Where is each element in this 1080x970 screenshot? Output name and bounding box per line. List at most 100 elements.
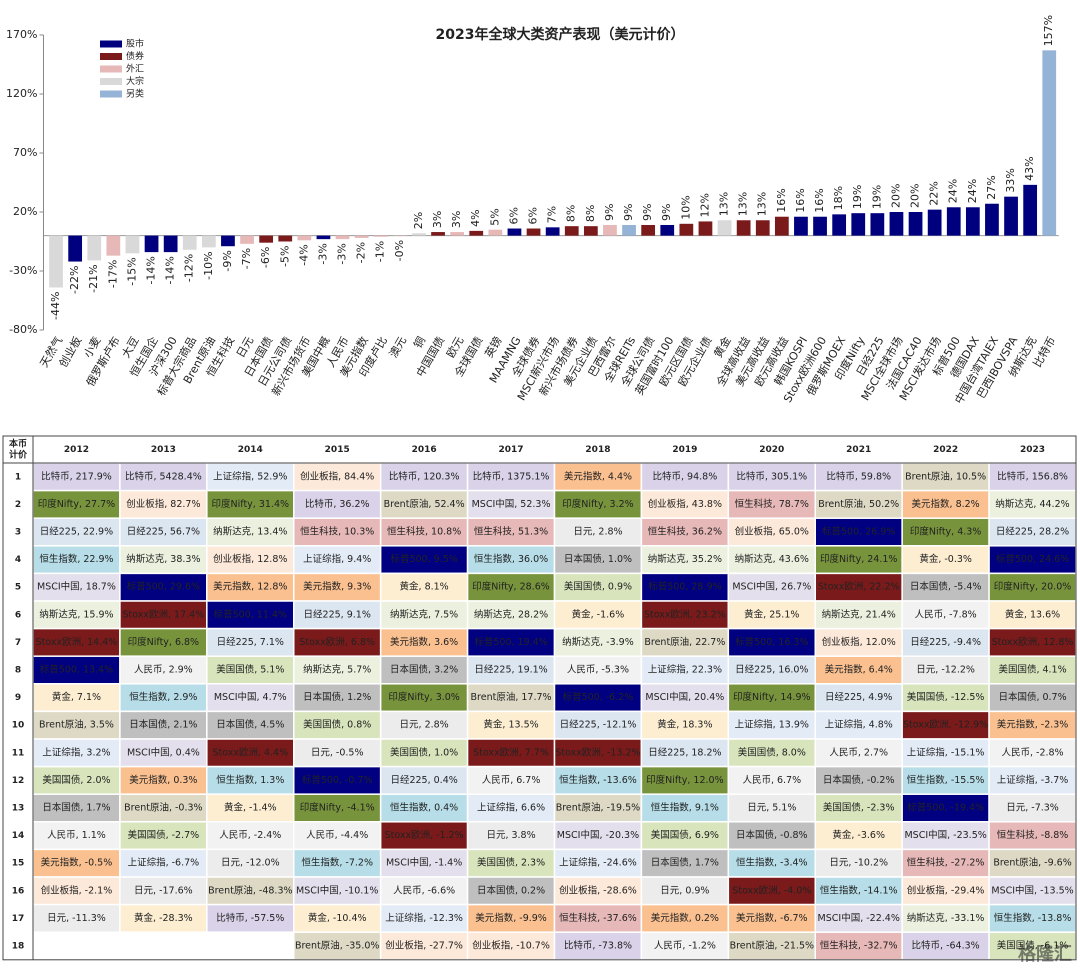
table-cell: [206, 572, 295, 602]
table-cell: [32, 876, 121, 906]
cell-text: 创业板指, -27.7%: [385, 940, 463, 952]
cell-text: MSCI中国, -10.1%: [296, 884, 378, 896]
table-cell: [119, 821, 208, 851]
cell-text: Brent原油, -0.3%: [124, 802, 202, 814]
table-cell: [901, 572, 990, 602]
value-label: -5%: [278, 246, 291, 267]
cell-text: Stoxx欧洲, 4.4%: [212, 746, 288, 758]
cell-text: 黄金, -3.6%: [832, 829, 885, 841]
cell-text: 日经225, 22.9%: [40, 526, 113, 538]
table-cell: [553, 517, 643, 547]
cell-text: 恒生科技, 51.3%: [474, 526, 548, 538]
column-header: 2017: [499, 445, 524, 455]
bar: [774, 216, 789, 236]
bar: [1004, 196, 1018, 236]
table-cell: [379, 821, 469, 851]
cell-text: 纳斯达克, 7.5%: [390, 608, 458, 620]
bar: [965, 207, 980, 236]
bar: [373, 235, 388, 237]
cell-text: 黄金, -1.6%: [572, 608, 625, 620]
value-label: 13%: [718, 192, 731, 216]
cell-text: 创业板指, -10.7%: [472, 940, 550, 952]
table-cell: [119, 931, 208, 961]
cell-text: 日元, -11.3%: [47, 913, 106, 924]
cell-text: 上证综指, 52.9%: [213, 470, 287, 482]
bar: [221, 235, 235, 247]
cell-text: 人民币, 6.7%: [482, 775, 541, 786]
cell-text: Stoxx欧洲, -1.2%: [385, 829, 464, 841]
cell-text: 纳斯达克, 13.4%: [213, 526, 287, 538]
cell-text: 美国国债, -12.5%: [907, 691, 985, 703]
cell-text: 标普500, 19.4%: [474, 636, 547, 648]
table-cell: [206, 876, 295, 906]
value-label: 16%: [813, 188, 826, 212]
table-cell: [640, 903, 730, 933]
table-cell: [814, 683, 903, 713]
table-cell: [727, 655, 816, 685]
table-cell: [119, 793, 208, 823]
table-cell: [379, 876, 469, 906]
value-label: -15%: [125, 257, 138, 285]
cell-text: 美国国债, 5.1%: [216, 664, 284, 676]
cell-text: 日经225, -9.4%: [910, 636, 981, 648]
bar: [297, 235, 312, 241]
table-cell: [32, 710, 121, 740]
bar: [927, 209, 942, 236]
cell-text: 印度Nifty, 20.0%: [994, 581, 1072, 593]
cell-text: 恒生指数, -13.8%: [994, 912, 1072, 924]
table-cell: [814, 821, 903, 851]
cell-text: 印度Nifty, 14.9%: [733, 691, 811, 703]
cell-text: 日本国债, 0.2%: [477, 884, 545, 896]
bar: [908, 212, 923, 236]
cell-text: 人民币, -4.4%: [306, 830, 368, 841]
cell-text: 日元, 5.1%: [747, 803, 796, 814]
table-cell: [379, 572, 469, 602]
cell-text: 恒生科技, -27.2%: [907, 857, 985, 869]
cell-text: 标普500, 13.4%: [40, 664, 113, 676]
cell-text: 日元, 2.8%: [400, 720, 449, 731]
value-label: 6%: [527, 207, 540, 224]
cell-text: 人民币, 2.9%: [134, 665, 193, 676]
legend-swatch: [100, 90, 122, 98]
cell-text: 黄金, 7.1%: [52, 691, 101, 703]
cell-text: Stoxx欧洲, -4.0%: [732, 884, 811, 896]
chart-title: 2023年全球大类资产表现（美元计价）: [436, 26, 685, 43]
cell-text: 日本国债, 3.2%: [390, 664, 458, 676]
cell-text: 人民币, -6.6%: [393, 885, 455, 896]
table-cell: [640, 489, 730, 519]
value-label: -1%: [374, 241, 387, 262]
cell-text: 印度Nifty, 3.0%: [388, 691, 459, 703]
bar: [354, 235, 369, 238]
bar: [450, 232, 465, 236]
y-tick-label: 20%: [13, 205, 37, 218]
bar: [412, 233, 426, 236]
rank-label: 5: [15, 583, 21, 593]
value-label: -6%: [259, 247, 272, 268]
table-cell: [640, 765, 730, 795]
cell-text: Brent原油, 10.5%: [905, 470, 986, 482]
cell-text: 黄金, 25.1%: [744, 608, 799, 620]
table-cell: [553, 903, 643, 933]
cell-text: 恒生指数, -15.5%: [907, 774, 985, 786]
column-header: 2023: [1020, 445, 1045, 455]
cell-text: 日经225, 9.1%: [304, 608, 371, 620]
legend-swatch: [100, 40, 122, 48]
column-header: 2022: [933, 445, 958, 455]
bar: [813, 216, 827, 236]
value-label: -9%: [221, 250, 234, 271]
bar: [469, 230, 484, 236]
legend-swatch: [100, 53, 122, 60]
table-header-bg: [3, 436, 1076, 463]
cell-text: 日元, -10.2%: [829, 858, 888, 869]
value-label: 5%: [488, 208, 501, 225]
cell-text: Stoxx欧洲, 22.2%: [818, 581, 900, 593]
cell-text: MSCI中国, -22.4%: [818, 912, 900, 924]
table-cell: [32, 931, 121, 961]
cell-text: 恒生指数, 0.4%: [390, 802, 458, 814]
table-cell: [206, 848, 295, 878]
column-header: 2015: [325, 445, 350, 455]
table-cell: [119, 655, 208, 685]
table-cell: [32, 793, 121, 823]
cell-text: 上证综指, -15.1%: [907, 746, 985, 758]
cell-text: 美元指数, -2.3%: [997, 719, 1069, 731]
